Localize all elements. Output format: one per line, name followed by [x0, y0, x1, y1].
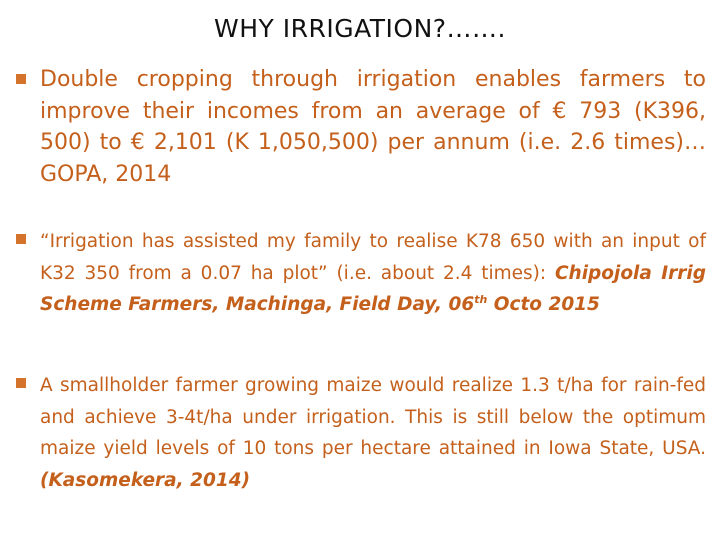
square-bullet-icon — [16, 234, 26, 244]
bullet-item-3: A smallholder farmer growing maize would… — [16, 370, 706, 496]
quote-source-part2: Octo 2015 — [487, 294, 600, 315]
bullet-item-1: Double cropping through irrigation enabl… — [16, 64, 706, 190]
slide-title: WHY IRRIGATION?……. — [214, 14, 506, 43]
quote-source-sup: th — [474, 292, 488, 306]
bullet-text-3: A smallholder farmer growing maize would… — [40, 370, 706, 496]
square-bullet-icon — [16, 74, 26, 84]
maize-source: (Kasomekera, 2014) — [40, 469, 251, 491]
bullet-item-2: “Irrigation has assisted my family to re… — [16, 226, 706, 321]
quote-source: Chipojola Irrig Scheme Farmers, Machinga… — [40, 263, 706, 316]
bullet-text-2: “Irrigation has assisted my family to re… — [40, 226, 706, 321]
bullet-text-1: Double cropping through irrigation enabl… — [40, 67, 706, 187]
maize-text: A smallholder farmer growing maize would… — [40, 375, 706, 459]
quote-text: “Irrigation has assisted my family to re… — [40, 231, 706, 284]
quote-source-part1: Chipojola Irrig Scheme Farmers, Machinga… — [40, 262, 706, 316]
square-bullet-icon — [16, 378, 26, 388]
